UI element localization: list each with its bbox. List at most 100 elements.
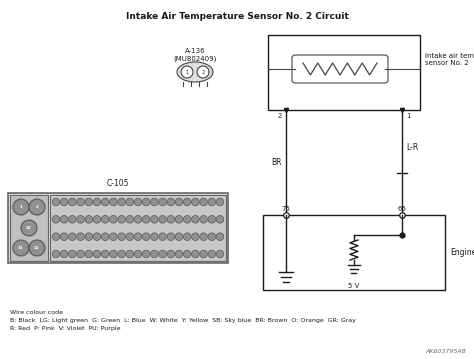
Circle shape (159, 198, 166, 206)
Circle shape (109, 215, 117, 223)
Circle shape (159, 215, 166, 223)
Circle shape (134, 198, 142, 206)
Circle shape (142, 215, 150, 223)
Circle shape (183, 250, 191, 258)
Circle shape (93, 198, 101, 206)
Circle shape (191, 215, 199, 223)
Circle shape (183, 198, 191, 206)
Bar (8, 193, 228, 263)
Circle shape (118, 250, 126, 258)
Circle shape (183, 215, 191, 223)
Text: 1: 1 (19, 205, 22, 209)
Text: 2: 2 (36, 205, 38, 209)
Bar (50, 195, 226, 261)
Circle shape (101, 215, 109, 223)
Text: 2: 2 (201, 70, 205, 75)
Circle shape (85, 198, 92, 206)
Circle shape (142, 198, 150, 206)
Text: Intake Air Temperature Sensor No. 2 Circuit: Intake Air Temperature Sensor No. 2 Circ… (126, 12, 348, 21)
FancyBboxPatch shape (292, 55, 388, 83)
Circle shape (93, 215, 101, 223)
Bar (263, 215, 445, 290)
Circle shape (142, 233, 150, 241)
Text: BR: BR (272, 158, 282, 167)
Circle shape (77, 233, 84, 241)
Circle shape (52, 250, 60, 258)
Circle shape (126, 250, 134, 258)
Circle shape (191, 233, 199, 241)
Circle shape (77, 250, 84, 258)
Circle shape (60, 233, 68, 241)
Circle shape (126, 233, 134, 241)
Circle shape (197, 66, 209, 78)
Text: A-136
(MU802409): A-136 (MU802409) (173, 48, 217, 61)
Circle shape (101, 250, 109, 258)
Circle shape (69, 250, 76, 258)
Circle shape (29, 199, 45, 215)
Text: Engine-ECU: Engine-ECU (450, 248, 474, 257)
Circle shape (109, 198, 117, 206)
Circle shape (191, 198, 199, 206)
Text: 32: 32 (34, 246, 40, 250)
Circle shape (77, 198, 84, 206)
Circle shape (175, 250, 183, 258)
Circle shape (126, 215, 134, 223)
Circle shape (13, 199, 29, 215)
Circle shape (159, 250, 166, 258)
Text: 2: 2 (278, 113, 282, 119)
Circle shape (200, 198, 208, 206)
Circle shape (159, 233, 166, 241)
Circle shape (208, 215, 216, 223)
Circle shape (52, 198, 60, 206)
Circle shape (151, 215, 158, 223)
Circle shape (85, 215, 92, 223)
Circle shape (69, 215, 76, 223)
Circle shape (200, 250, 208, 258)
Circle shape (167, 198, 174, 206)
Circle shape (216, 198, 224, 206)
Circle shape (134, 233, 142, 241)
Circle shape (142, 250, 150, 258)
Circle shape (109, 250, 117, 258)
Circle shape (60, 250, 68, 258)
Text: 75: 75 (282, 206, 291, 212)
Circle shape (216, 233, 224, 241)
Circle shape (200, 215, 208, 223)
Circle shape (126, 198, 134, 206)
Text: Intake air temperature
sensor No. 2: Intake air temperature sensor No. 2 (425, 53, 474, 66)
Text: B: Black  LG: Light green  G: Green  L: Blue  W: White  Y: Yellow  SB: Sky blue : B: Black LG: Light green G: Green L: Blu… (10, 318, 356, 323)
Circle shape (208, 198, 216, 206)
Circle shape (52, 233, 60, 241)
Circle shape (85, 250, 92, 258)
Circle shape (101, 233, 109, 241)
Circle shape (118, 215, 126, 223)
Circle shape (175, 198, 183, 206)
Circle shape (175, 233, 183, 241)
Circle shape (183, 233, 191, 241)
Text: Wire colour code: Wire colour code (10, 310, 63, 315)
Circle shape (191, 250, 199, 258)
Text: C-105: C-105 (107, 179, 129, 188)
Circle shape (69, 198, 76, 206)
Circle shape (77, 215, 84, 223)
Circle shape (216, 215, 224, 223)
Circle shape (109, 233, 117, 241)
Circle shape (93, 250, 101, 258)
Circle shape (85, 233, 92, 241)
Circle shape (101, 198, 109, 206)
Text: 31: 31 (18, 246, 24, 250)
Circle shape (13, 240, 29, 256)
Text: L-R: L-R (406, 143, 418, 152)
Circle shape (52, 215, 60, 223)
Ellipse shape (177, 62, 213, 82)
Circle shape (134, 250, 142, 258)
Circle shape (175, 215, 183, 223)
Circle shape (21, 220, 37, 236)
Circle shape (60, 198, 68, 206)
Text: 1: 1 (185, 70, 189, 75)
Bar (268, 35, 420, 110)
Circle shape (29, 240, 45, 256)
Circle shape (181, 66, 193, 78)
Circle shape (167, 250, 174, 258)
Text: 5 V: 5 V (348, 283, 360, 289)
